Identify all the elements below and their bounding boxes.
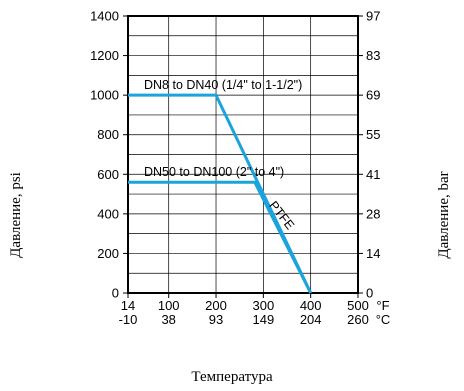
y-tick-label-psi: 400 [97,206,119,221]
y-tick-label-bar: 69 [366,88,380,103]
x-tick-label-c: 260 [347,312,369,327]
y-tick-label-psi: 1000 [90,88,119,103]
x-tick-label-f: 100 [158,298,180,313]
x-tick-label-c: -10 [119,312,138,327]
y-tick-label-psi: 800 [97,127,119,142]
x-unit-f: °F [376,298,389,313]
y-tick-label-bar: 55 [366,127,380,142]
series-line-2 [128,180,313,294]
series-line-1 [128,93,313,294]
x-tick-label-f: 14 [121,298,135,313]
y-tick-label-bar: 41 [366,167,380,182]
axis-ticks: 0200400600800100012001400014284155698397… [90,9,390,328]
y-tick-label-bar: 28 [366,206,380,221]
y-tick-label-bar: 83 [366,48,380,63]
x-unit-c: °C [376,312,391,327]
y-tick-label-bar: 0 [366,286,373,301]
y-tick-label-psi: 1200 [90,48,119,63]
x-tick-label-c: 149 [252,312,274,327]
y-axis-label-left: Давление, psi [8,172,24,258]
x-tick-label-c: 204 [300,312,322,327]
x-axis-label: Температура [191,369,273,385]
y-tick-label-psi: 1400 [90,9,119,24]
series-labels: DN8 to DN40 (1/4" to 1-1/2") DN50 to DN10… [144,78,302,232]
x-tick-label-f: 300 [252,298,274,313]
series-lines [128,93,313,294]
y-tick-label-psi: 200 [97,246,119,261]
x-tick-label-c: 38 [161,312,175,327]
plot-frame [127,15,359,294]
y-axis-label-right: Давление, bar [436,171,452,258]
y-tick-label-bar: 97 [366,9,380,24]
series-label-1: DN8 to DN40 (1/4" to 1-1/2") [144,78,302,92]
x-tick-label-c: 93 [209,312,223,327]
series-label-2: DN50 to DN100 (2" to 4") [144,165,284,179]
y-tick-label-bar: 14 [366,246,380,261]
y-tick-label-psi: 600 [97,167,119,182]
x-tick-label-f: 500 [347,298,369,313]
y-tick-label-psi: 0 [112,286,119,301]
x-tick-label-f: 200 [205,298,227,313]
x-tick-label-f: 400 [300,298,322,313]
